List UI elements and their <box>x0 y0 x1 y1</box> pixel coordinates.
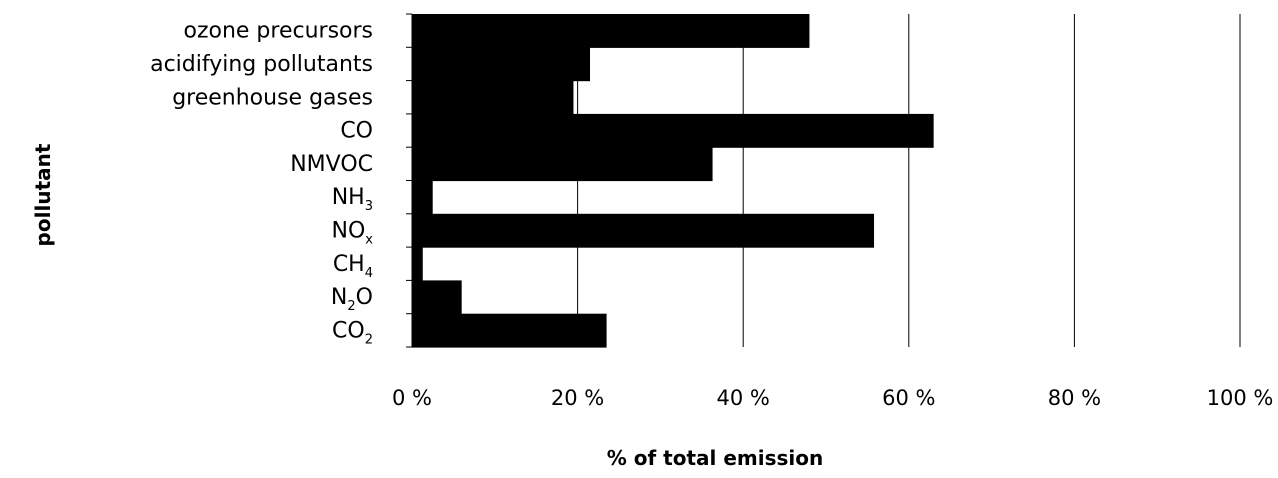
y-axis <box>406 13 413 348</box>
x-tick-label: 0 % <box>392 386 432 410</box>
y-tick-label: N2O <box>331 285 373 314</box>
x-tick-label: 40 % <box>717 386 770 410</box>
bar <box>412 47 591 82</box>
bar <box>412 147 713 182</box>
y-tick-labels: ozone precursors acidifying pollutants gre… <box>150 19 373 348</box>
bar <box>412 280 462 315</box>
x-tick-label: 80 % <box>1048 386 1101 410</box>
y-axis-title: pollutant <box>31 143 55 246</box>
y-tick-label: NH3 <box>332 185 373 214</box>
bar <box>412 180 433 215</box>
y-tick-label: CH4 <box>333 252 373 281</box>
bars <box>412 14 934 348</box>
bar <box>412 14 810 48</box>
bar <box>412 247 423 281</box>
bar <box>412 80 574 115</box>
bar <box>412 313 607 348</box>
y-tick-label: acidifying pollutants <box>150 52 373 77</box>
x-tick-label: 20 % <box>551 386 604 410</box>
y-tick-label: CO2 <box>332 318 373 347</box>
y-tick-label: CO <box>340 119 373 144</box>
y-tick-label: greenhouse gases <box>172 85 373 110</box>
y-tick-label: NMVOC <box>290 152 373 177</box>
x-tick-labels: 0 % 20 % 40 % 60 % 80 % 100 % <box>392 386 1273 410</box>
x-axis-title: % of total emission <box>607 446 823 470</box>
x-tick-label: 60 % <box>882 386 935 410</box>
gridlines <box>577 14 1241 347</box>
bar <box>412 213 875 248</box>
y-tick-label: ozone precursors <box>183 19 373 44</box>
bar <box>412 113 934 148</box>
x-tick-label: 100 % <box>1207 386 1274 410</box>
y-tick-label: NOx <box>332 218 374 247</box>
